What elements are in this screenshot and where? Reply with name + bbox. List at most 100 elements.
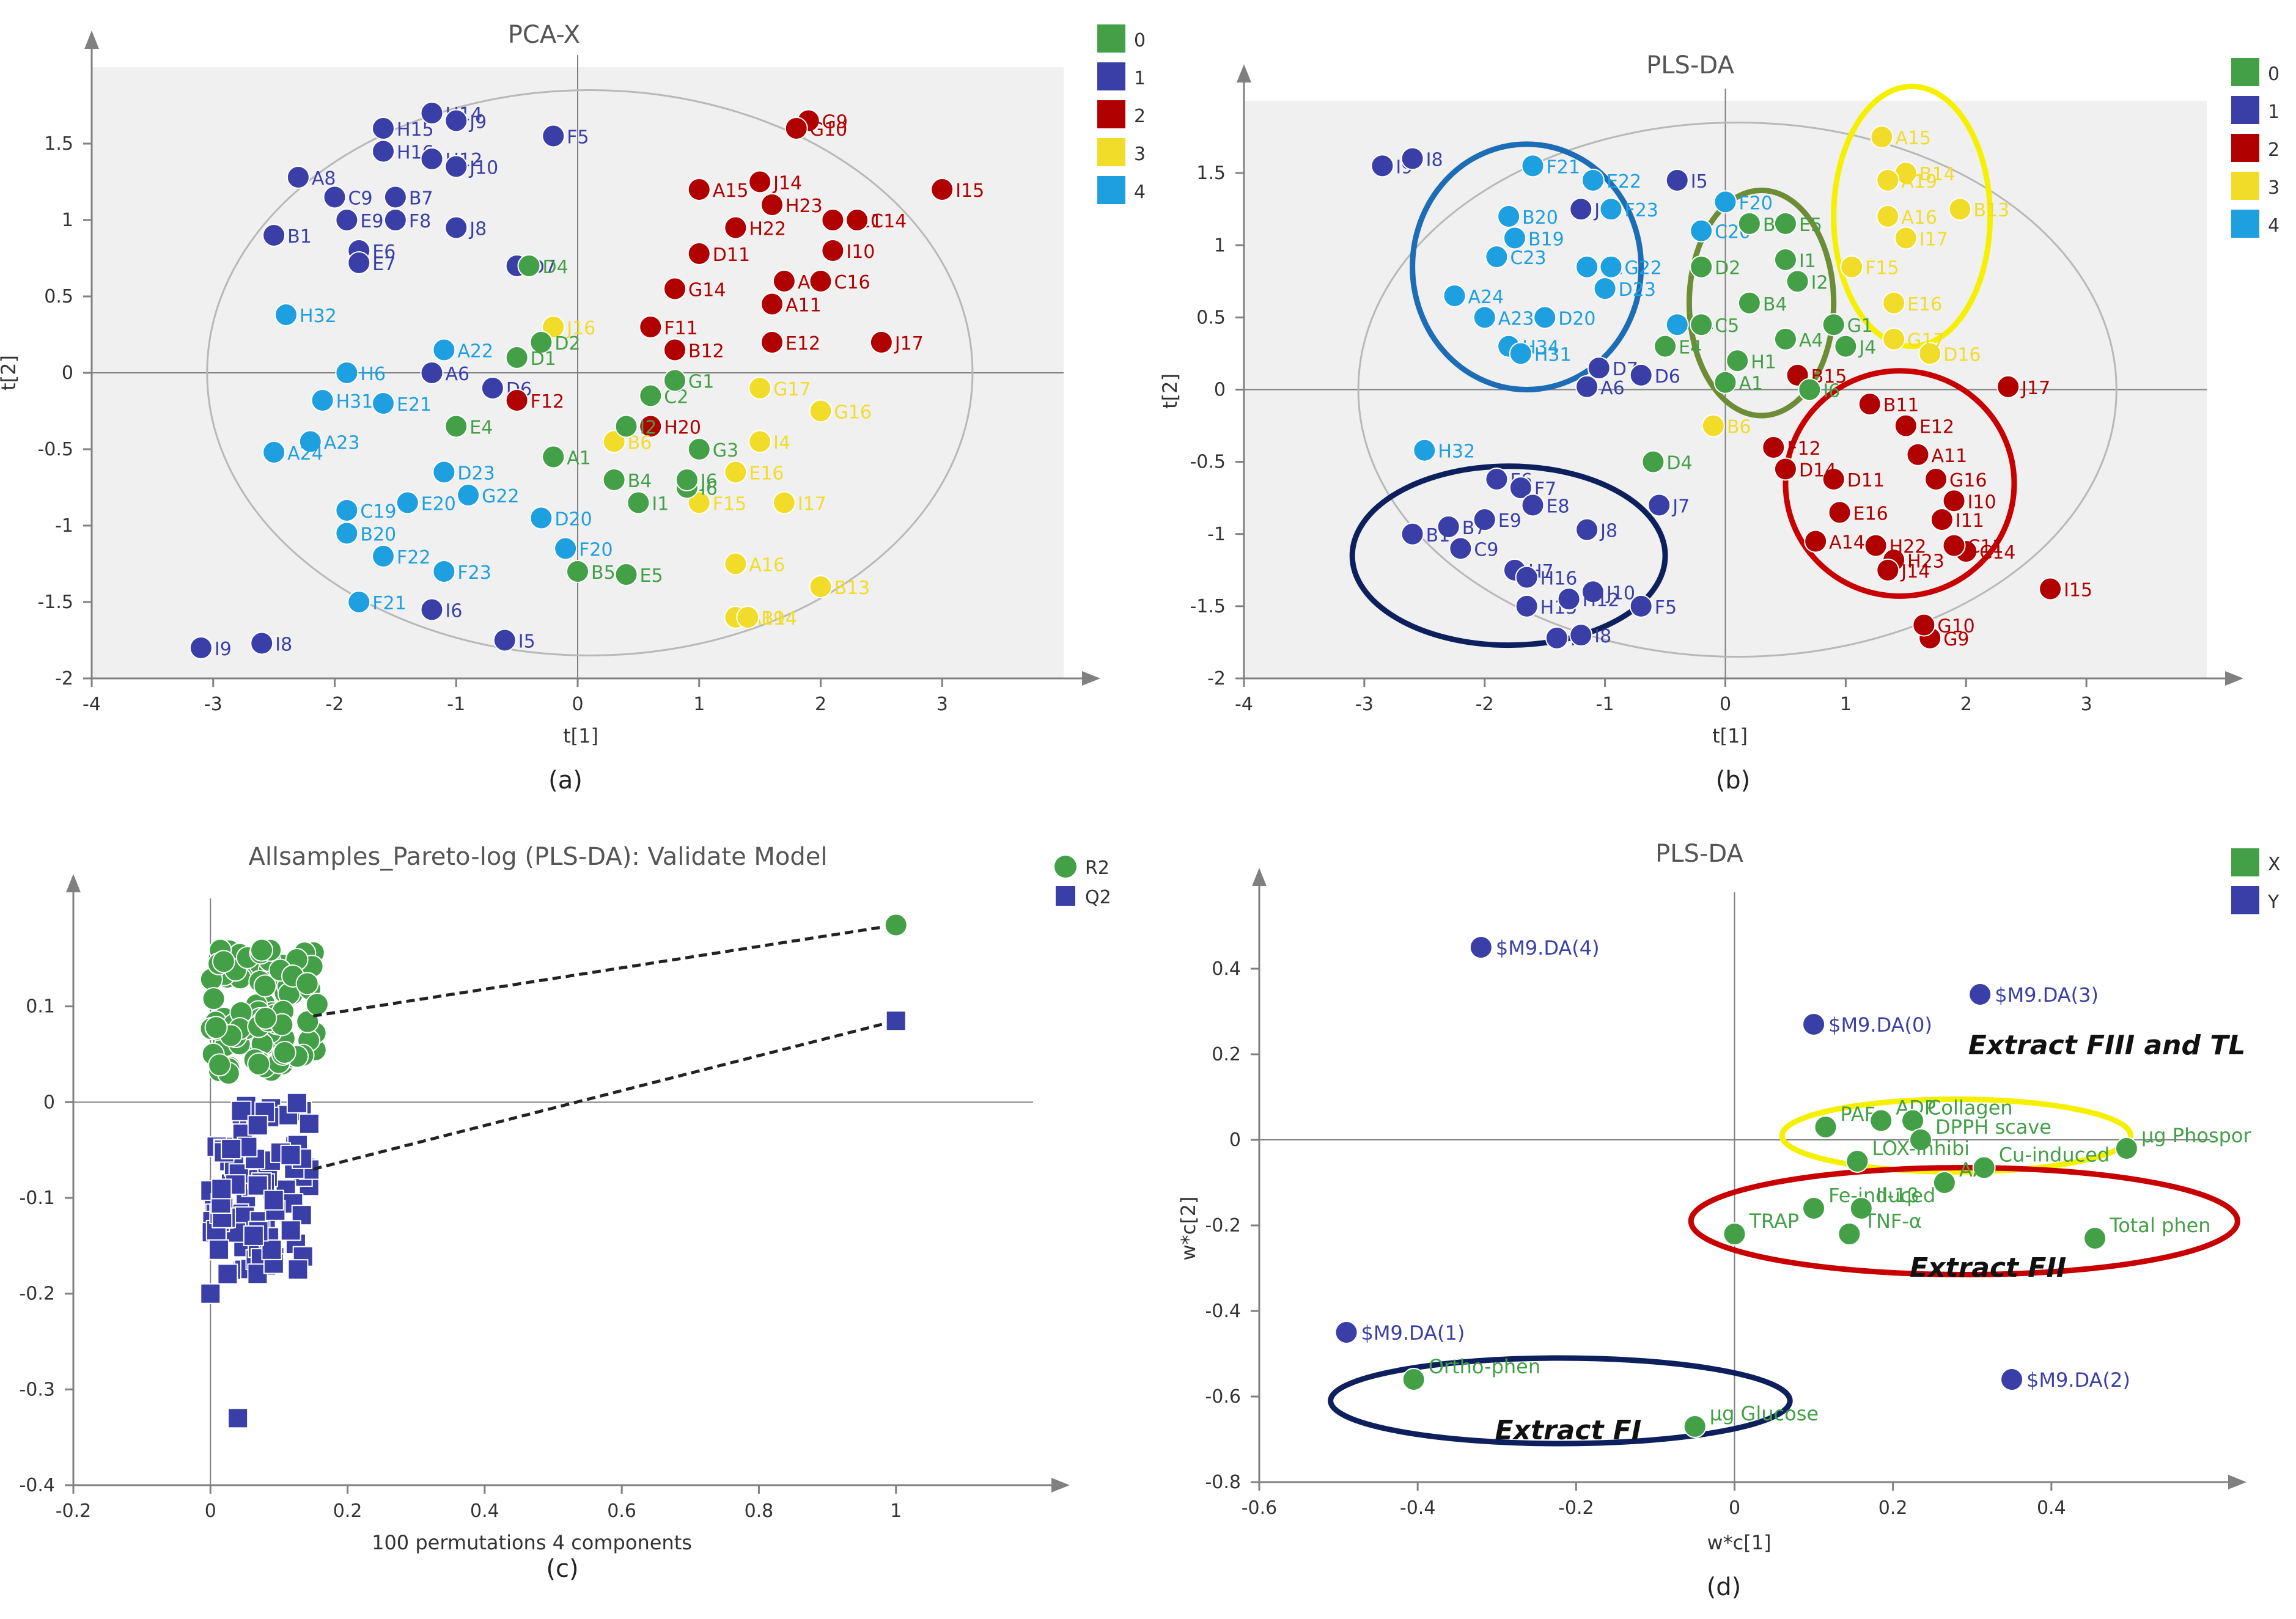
point-label: Fe-induced: [1828, 1184, 1935, 1207]
point-label: B14: [1919, 164, 1956, 185]
score-point: [1786, 270, 1809, 293]
point-label: H23: [1907, 551, 1945, 572]
point-label: J17: [2020, 378, 2050, 399]
score-point: [335, 208, 359, 232]
group-ellipse: [1349, 463, 1668, 648]
point-label: G9: [1943, 629, 1969, 650]
score-point: [566, 560, 589, 583]
score-point: [335, 521, 359, 545]
point-label: C23: [1510, 248, 1546, 269]
legend-swatch: [2231, 848, 2259, 876]
x-loading-point: [1869, 1109, 1893, 1133]
score-point: [1864, 534, 1888, 557]
y-axis-arrow: [66, 874, 81, 892]
point-label: I8: [1594, 626, 1611, 647]
point-label: $M9.DA(0): [1828, 1013, 1932, 1037]
point-label: $M9.DA(2): [2026, 1368, 2130, 1392]
point-label: G3: [713, 440, 738, 461]
x-loading-point: [1932, 1171, 1956, 1194]
score-point: [420, 101, 444, 125]
score-point: [1828, 501, 1852, 524]
score-point: [323, 185, 347, 209]
score-point: [1485, 245, 1509, 269]
x-tick-label: -1: [1596, 694, 1614, 715]
point-label: Il-1β: [1876, 1184, 1919, 1207]
y-tick-label: 0.4: [1212, 958, 1241, 980]
point-label: A22: [457, 341, 493, 362]
point-label: TNF-α: [1863, 1210, 1922, 1233]
point-label: B7: [409, 188, 433, 210]
point-label: J16: [565, 318, 595, 339]
point-label: D4: [543, 257, 568, 278]
x-loading-point: [2114, 1137, 2138, 1160]
r2-point: [305, 993, 329, 1016]
point-label: E9: [360, 211, 383, 232]
q2-point: [287, 1259, 309, 1280]
point-label: E9: [1498, 510, 1521, 532]
score-point: [663, 338, 686, 362]
x-tick-label: 1: [890, 1500, 902, 1522]
score-point: [432, 338, 456, 362]
score-point: [1713, 190, 1737, 214]
point-label: I17: [798, 494, 826, 515]
legend-label: R2: [1085, 857, 1109, 879]
score-point: [627, 491, 650, 515]
point-label: E5: [640, 565, 663, 587]
x-loading-point: [1814, 1115, 1838, 1139]
x-tick-label: -0.4: [1400, 1497, 1436, 1519]
panel-b-plsda-scores: -4-3-2-10123-2-1.5-1-0.500.511.5I9I8I5J6…: [1158, 51, 2279, 795]
point-label: I10: [846, 241, 875, 263]
point-label: E12: [1919, 417, 1954, 438]
score-point: [1894, 414, 1918, 438]
panel-d-loadings: -0.6 -0.4 -0.2 0 0.2 0.4-0.8-0.6-0.4-0.200.20…: [1177, 840, 2281, 1601]
x-tick-label: 2: [815, 694, 826, 715]
score-point: [1509, 342, 1533, 365]
q2-point: [261, 1239, 282, 1260]
score-point: [1690, 255, 1713, 279]
score-point: [1581, 580, 1605, 604]
y-tick-label: -0.4: [1205, 1301, 1241, 1322]
x-loading-point: [1802, 1197, 1826, 1220]
y-tick-label: -2: [1207, 668, 1226, 689]
y-tick-label: -1.5: [1190, 596, 1226, 617]
chart-title: PLS-DA: [1655, 840, 1743, 868]
point-label: $M9.DA(3): [1995, 983, 2099, 1007]
point-label: LOX-Inhibi: [1872, 1137, 1970, 1160]
point-label: H16: [1540, 568, 1578, 590]
score-point: [1509, 476, 1533, 500]
x-axis-arrow: [2225, 671, 2243, 686]
legend-label: Y: [2267, 892, 2279, 913]
q2-point: [243, 1225, 264, 1246]
point-label: G17: [773, 379, 811, 400]
score-point: [748, 170, 772, 194]
point-label: G10: [1937, 616, 1974, 637]
group-ellipse: [1686, 187, 1837, 419]
point-label: D20: [1558, 308, 1595, 329]
q2-point: [298, 1113, 320, 1134]
panel-caption: (c): [546, 1555, 578, 1583]
point-label: E22: [1606, 171, 1641, 193]
q2-point: [280, 1220, 301, 1241]
point-label: J14: [1900, 561, 1930, 582]
score-point: [1906, 442, 1930, 466]
y-tick-label: -0.1: [19, 1188, 55, 1209]
score-point: [1654, 334, 1677, 358]
y-axis-label: w*c[2]: [1177, 1196, 1200, 1260]
score-point: [189, 636, 213, 659]
score-point: [420, 598, 444, 622]
r2-point: [273, 1040, 296, 1064]
point-label: B12: [688, 341, 724, 362]
point-label: H22: [749, 219, 786, 240]
point-label: B11: [1883, 395, 1919, 416]
point-label: G14: [688, 280, 726, 301]
score-point: [480, 376, 504, 400]
score-point: [1822, 467, 1845, 491]
score-point: [663, 369, 686, 392]
legend-label: 4: [2268, 215, 2279, 237]
score-point: [1882, 291, 1906, 315]
score-point: [372, 545, 395, 568]
x-axis-label: t[1]: [1712, 724, 1748, 747]
x-tick-label: 0: [1729, 1497, 1740, 1519]
score-point: [760, 331, 784, 354]
point-label: F21: [372, 593, 406, 614]
